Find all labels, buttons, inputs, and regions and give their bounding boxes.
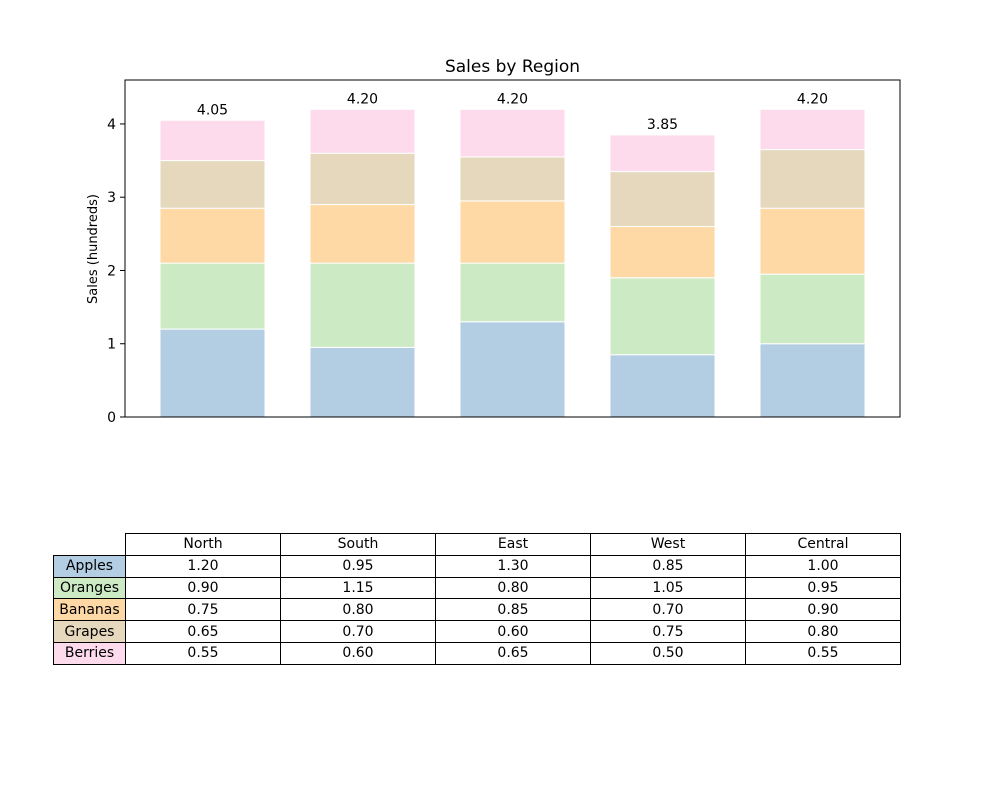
table-row: Bananas 0.75 0.80 0.85 0.70 0.90 bbox=[53, 598, 901, 622]
bar-segment-apples-north bbox=[159, 328, 266, 418]
table-body: Apples 1.20 0.95 1.30 0.85 1.00 Oranges 0.90 1.1… bbox=[53, 554, 901, 665]
chart-title: Sales by Region bbox=[445, 57, 580, 77]
table-col-header-east: East bbox=[435, 533, 591, 556]
y-tick-label: 2 bbox=[107, 263, 116, 279]
bar-segment-grapes-central bbox=[759, 149, 866, 209]
bar-segment-berries-west bbox=[609, 134, 716, 173]
bar-segment-oranges-central bbox=[759, 273, 866, 345]
y-tick-label: 0 bbox=[107, 410, 116, 426]
bar-segment-apples-south bbox=[309, 346, 416, 418]
y-tick-label: 1 bbox=[107, 337, 116, 353]
table-col-header-west: West bbox=[590, 533, 746, 556]
bar-segment-grapes-east bbox=[459, 156, 566, 202]
bar-segment-apples-east bbox=[459, 321, 566, 418]
bar-segment-bananas-east bbox=[459, 200, 566, 264]
bars-group bbox=[159, 108, 866, 418]
y-tick-label: 4 bbox=[107, 117, 116, 133]
bar-segment-berries-south bbox=[309, 108, 416, 154]
table-col-header-north: North bbox=[125, 533, 281, 556]
bar-segment-berries-central bbox=[759, 108, 866, 151]
table-row-header-berries: Berries bbox=[53, 641, 126, 665]
stacked-bar-chart: Sales by Region Sales (hundreds) 4.05 4.2… bbox=[86, 57, 901, 426]
table-cell: 0.95 bbox=[280, 554, 436, 578]
table-header-row: North South East West Central bbox=[54, 533, 901, 556]
total-label-west: 3.85 bbox=[647, 117, 678, 133]
total-label-east: 4.20 bbox=[497, 91, 528, 107]
total-label-central: 4.20 bbox=[797, 91, 828, 107]
total-label-north: 4.05 bbox=[197, 102, 228, 118]
y-axis-label: Sales (hundreds) bbox=[86, 194, 101, 304]
table-cell: 0.65 bbox=[435, 641, 591, 665]
table-corner-cell bbox=[54, 534, 126, 556]
table-cell: 0.90 bbox=[745, 598, 901, 622]
table-cell: 0.80 bbox=[435, 576, 591, 600]
table-cell: 0.75 bbox=[590, 620, 746, 643]
bar-segment-berries-east bbox=[459, 108, 566, 158]
table-col-header-south: South bbox=[280, 533, 436, 556]
table-cell: 0.90 bbox=[125, 576, 281, 600]
table-col-header-central: Central bbox=[745, 533, 901, 556]
table-row-header-bananas: Bananas bbox=[53, 598, 126, 622]
table-cell: 0.80 bbox=[745, 620, 901, 643]
total-label-south: 4.20 bbox=[347, 91, 378, 107]
table-row: Oranges 0.90 1.15 0.80 1.05 0.95 bbox=[53, 576, 901, 600]
table-row-header-grapes: Grapes bbox=[53, 620, 126, 643]
table-cell: 1.05 bbox=[590, 576, 746, 600]
y-tick-label: 3 bbox=[107, 190, 116, 206]
bar-segment-apples-west bbox=[609, 354, 716, 418]
table-cell: 0.95 bbox=[745, 576, 901, 600]
bar-segment-bananas-central bbox=[759, 207, 866, 275]
table-cell: 1.20 bbox=[125, 554, 281, 578]
plot-frame bbox=[124, 79, 901, 418]
bar-segment-grapes-south bbox=[309, 152, 416, 206]
bar-segment-oranges-north bbox=[159, 262, 266, 330]
table-cell: 1.30 bbox=[435, 554, 591, 578]
bar-segment-oranges-east bbox=[459, 262, 566, 323]
bar-segment-berries-north bbox=[159, 119, 266, 162]
table-cell: 0.55 bbox=[745, 641, 901, 665]
table-row: Apples 1.20 0.95 1.30 0.85 1.00 bbox=[53, 554, 901, 578]
table-cell: 0.85 bbox=[435, 598, 591, 622]
table-cell: 0.80 bbox=[280, 598, 436, 622]
table-cell: 0.55 bbox=[125, 641, 281, 665]
bar-segment-bananas-west bbox=[609, 226, 716, 279]
table-row-header-apples: Apples bbox=[53, 554, 126, 578]
table-cell: 0.65 bbox=[125, 620, 281, 643]
table-row: Grapes 0.65 0.70 0.60 0.75 0.80 bbox=[53, 620, 901, 643]
bar-segment-grapes-north bbox=[159, 160, 266, 209]
bar-segment-bananas-north bbox=[159, 207, 266, 264]
table-row-header-oranges: Oranges bbox=[53, 576, 126, 600]
table-cell: 0.70 bbox=[280, 620, 436, 643]
table-cell: 1.00 bbox=[745, 554, 901, 578]
bar-segment-grapes-west bbox=[609, 171, 716, 228]
y-ticks-group: 0 1 2 3 4 bbox=[107, 117, 125, 426]
table-cell: 0.60 bbox=[280, 641, 436, 665]
data-table: North South East West Central Apples 1.20 0.95… bbox=[53, 533, 901, 665]
bar-segment-bananas-south bbox=[309, 204, 416, 264]
table-cell: 0.75 bbox=[125, 598, 281, 622]
bar-segment-oranges-south bbox=[309, 262, 416, 348]
bar-segment-apples-central bbox=[759, 343, 866, 418]
table-cell: 0.60 bbox=[435, 620, 591, 643]
table-row: Berries 0.55 0.60 0.65 0.50 0.55 bbox=[53, 641, 901, 665]
total-labels-group: 4.05 4.20 4.20 3.85 4.20 bbox=[197, 91, 828, 133]
bar-segment-oranges-west bbox=[609, 277, 716, 356]
table-cell: 1.15 bbox=[280, 576, 436, 600]
table-cell: 0.50 bbox=[590, 641, 746, 665]
table-cell: 0.85 bbox=[590, 554, 746, 578]
table-cell: 0.70 bbox=[590, 598, 746, 622]
